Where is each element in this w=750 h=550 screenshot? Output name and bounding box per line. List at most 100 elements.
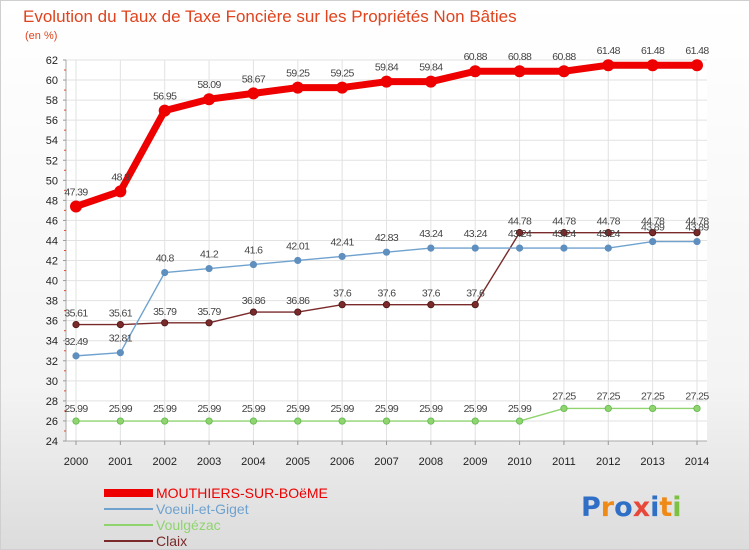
data-point bbox=[161, 417, 169, 425]
data-label: 43.89 bbox=[685, 222, 709, 234]
x-tick-label: 2013 bbox=[640, 456, 664, 468]
data-point bbox=[560, 404, 568, 413]
data-point bbox=[382, 301, 391, 309]
data-label: 42.83 bbox=[375, 232, 399, 244]
data-point bbox=[693, 237, 701, 246]
data-label: 59.84 bbox=[419, 62, 443, 74]
y-tick-label: 54 bbox=[46, 135, 58, 147]
data-point bbox=[70, 200, 82, 213]
data-point bbox=[203, 93, 216, 106]
data-point bbox=[161, 319, 169, 327]
data-point bbox=[294, 256, 302, 265]
y-tick-label: 42 bbox=[46, 256, 58, 268]
data-point bbox=[693, 229, 701, 237]
series-1: 47.39 48.9 56.95 58.09 58.67 59.25 59.25 59.84 5… bbox=[64, 45, 710, 213]
y-tick-label: 38 bbox=[46, 296, 58, 308]
y-axis-ticks: 24 26 28 30 32 34 36 38 40 42 44 46 48 50 52 54 56 58 60 62 bbox=[46, 55, 66, 448]
data-label: 25.99 bbox=[197, 403, 221, 415]
data-point bbox=[427, 244, 435, 252]
data-label: 25.99 bbox=[508, 403, 532, 415]
data-label: 35.61 bbox=[64, 308, 88, 320]
data-label: 58.67 bbox=[242, 73, 266, 85]
y-tick-label: 52 bbox=[46, 155, 58, 167]
x-tick-label: 2006 bbox=[330, 456, 354, 468]
data-point bbox=[560, 229, 568, 237]
data-label: 35.79 bbox=[153, 306, 177, 318]
data-label: 27.25 bbox=[552, 390, 576, 402]
data-point bbox=[691, 59, 703, 72]
data-label: 43.89 bbox=[641, 222, 665, 234]
y-tick-label: 48 bbox=[46, 195, 58, 207]
legend: MOUTHIERS-SUR-BOëMEVoeuil-et-GigetVoulgé… bbox=[104, 485, 328, 549]
data-label: 42.01 bbox=[286, 240, 310, 252]
data-label: 35.79 bbox=[197, 306, 221, 318]
data-label: 25.99 bbox=[153, 403, 177, 415]
y-tick-label: 40 bbox=[46, 276, 58, 288]
data-point bbox=[693, 404, 701, 413]
data-point bbox=[427, 417, 435, 425]
data-point bbox=[471, 244, 479, 252]
data-label: 25.99 bbox=[464, 403, 488, 415]
data-label: 27.25 bbox=[641, 390, 665, 402]
y-tick-label: 28 bbox=[46, 396, 58, 408]
chart-subtitle: (en %) bbox=[25, 30, 57, 42]
legend-entry: Voeuil-et-Giget bbox=[156, 501, 249, 517]
data-point bbox=[471, 417, 479, 425]
chart-title: Evolution du Taux de Taxe Foncière sur l… bbox=[23, 7, 517, 26]
legend-entry: Claix bbox=[156, 533, 187, 549]
data-label: 61.48 bbox=[685, 45, 709, 57]
data-label: 25.99 bbox=[109, 403, 133, 415]
y-tick-label: 30 bbox=[46, 376, 58, 388]
data-point bbox=[646, 59, 659, 72]
data-label: 60.88 bbox=[508, 51, 532, 63]
data-point bbox=[72, 352, 80, 360]
legend-entry: MOUTHIERS-SUR-BOëME bbox=[156, 485, 328, 501]
data-point bbox=[336, 81, 349, 94]
grid bbox=[66, 59, 707, 442]
proxiti-logo: Proxiti bbox=[581, 492, 682, 523]
y-tick-label: 32 bbox=[46, 356, 58, 368]
data-label: 37.6 bbox=[377, 288, 396, 300]
data-label: 25.99 bbox=[242, 403, 266, 415]
data-label: 61.48 bbox=[641, 45, 665, 57]
x-tick-label: 2001 bbox=[108, 456, 132, 468]
data-point bbox=[247, 87, 260, 100]
data-point bbox=[471, 301, 479, 309]
x-tick-label: 2007 bbox=[374, 456, 398, 468]
x-tick-label: 2011 bbox=[552, 456, 576, 468]
data-label: 56.95 bbox=[153, 91, 177, 103]
data-label: 27.25 bbox=[597, 390, 621, 402]
data-label: 40.8 bbox=[156, 253, 175, 265]
x-tick-label: 2005 bbox=[286, 456, 310, 468]
data-point bbox=[557, 65, 570, 78]
x-tick-label: 2000 bbox=[64, 456, 88, 468]
data-label: 44.78 bbox=[641, 216, 665, 228]
data-point bbox=[515, 417, 524, 425]
data-point bbox=[205, 319, 213, 327]
series-2: 32.49 32.81 40.8 41.2 41.6 42.01 42.41 42.83 43.… bbox=[64, 222, 710, 360]
data-label: 37.6 bbox=[466, 288, 485, 300]
data-label: 36.86 bbox=[286, 295, 310, 307]
data-point bbox=[515, 229, 524, 237]
data-label: 44.78 bbox=[552, 216, 576, 228]
data-point bbox=[291, 81, 304, 94]
y-tick-label: 50 bbox=[46, 175, 58, 187]
data-point bbox=[380, 75, 393, 88]
data-label: 25.99 bbox=[286, 403, 310, 415]
data-point bbox=[249, 417, 258, 425]
data-label: 60.88 bbox=[552, 51, 576, 63]
data-point bbox=[114, 185, 127, 198]
y-tick-label: 24 bbox=[46, 436, 58, 448]
data-label: 35.61 bbox=[109, 308, 133, 320]
data-label: 41.6 bbox=[244, 245, 263, 257]
y-tick-label: 46 bbox=[46, 215, 58, 227]
data-point bbox=[72, 417, 80, 425]
data-label: 37.6 bbox=[422, 288, 441, 300]
data-label: 48.9 bbox=[111, 171, 130, 183]
x-tick-label: 2014 bbox=[685, 456, 709, 468]
data-point bbox=[604, 229, 612, 237]
data-label: 44.78 bbox=[685, 216, 709, 228]
data-point bbox=[338, 417, 346, 425]
data-point bbox=[604, 404, 612, 413]
data-label: 25.99 bbox=[64, 403, 88, 415]
